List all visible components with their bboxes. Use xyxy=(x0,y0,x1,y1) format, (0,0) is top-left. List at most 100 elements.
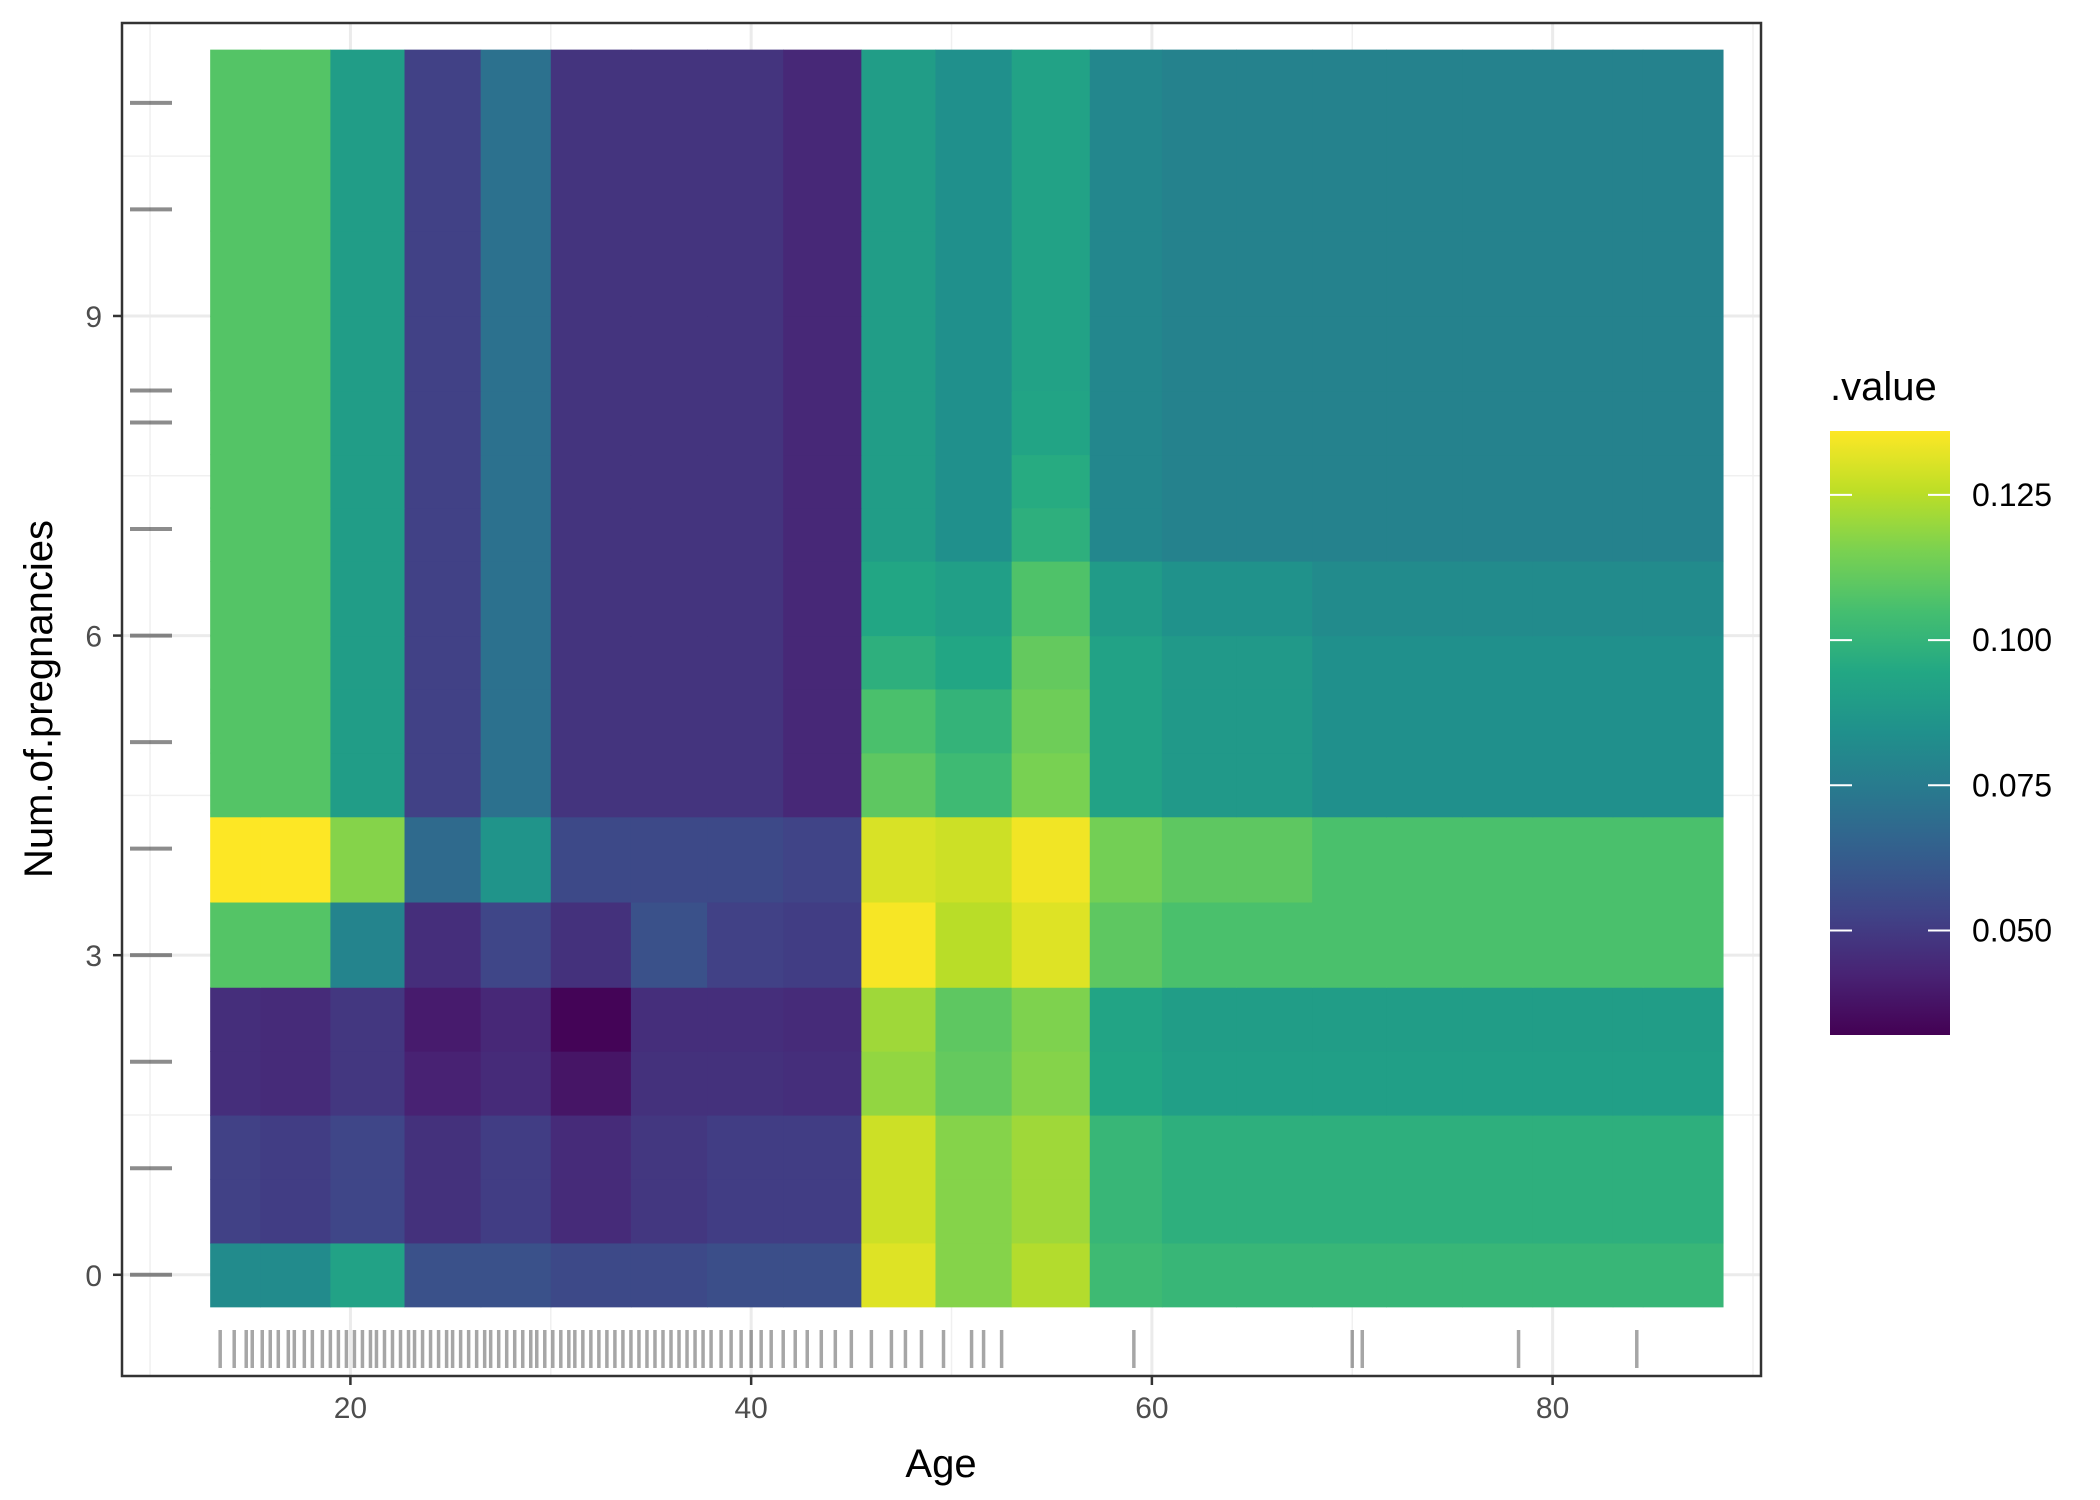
heatmap-tile xyxy=(707,816,784,903)
heatmap-tile xyxy=(1642,635,1724,690)
heatmap-tile xyxy=(783,454,862,509)
heatmap-tile xyxy=(480,901,552,988)
heatmap-tile xyxy=(1161,1114,1237,1180)
heatmap-tile xyxy=(1462,752,1534,818)
heatmap-tile xyxy=(783,635,862,690)
heatmap-tile xyxy=(1089,901,1163,988)
heatmap-tile xyxy=(550,390,632,456)
heatmap-tile xyxy=(935,1242,1013,1308)
heatmap-tile xyxy=(1312,230,1387,317)
heatmap-tile xyxy=(1011,901,1091,988)
heatmap-tile xyxy=(550,507,632,562)
heatmap-tile xyxy=(1011,561,1091,637)
heatmap-tile xyxy=(1011,635,1091,690)
heatmap-tile xyxy=(550,1178,632,1244)
heatmap-tile xyxy=(1612,1051,1644,1116)
heatmap-tile xyxy=(1532,688,1614,754)
heatmap-tile xyxy=(861,454,937,509)
heatmap-tile xyxy=(707,635,784,690)
heatmap-tile xyxy=(404,454,482,509)
heatmap-tile xyxy=(260,1178,331,1244)
heatmap-tile xyxy=(550,752,632,818)
heatmap-tile xyxy=(861,752,937,818)
heatmap-tile xyxy=(1089,688,1163,754)
heatmap-tile xyxy=(1612,454,1644,509)
heatmap-tile xyxy=(1312,987,1387,1052)
heatmap-tile xyxy=(1462,1178,1534,1244)
heatmap-tile xyxy=(1462,454,1534,509)
heatmap-tile xyxy=(783,688,862,754)
heatmap-tile xyxy=(210,561,261,637)
heatmap-tile xyxy=(1161,390,1237,456)
heatmap-tile xyxy=(935,987,1013,1052)
heatmap-tile xyxy=(1161,454,1237,509)
heatmap-tile xyxy=(550,1242,632,1308)
heatmap-tile xyxy=(935,49,1013,232)
heatmap-tile xyxy=(260,752,331,818)
heatmap-tile xyxy=(1089,454,1163,509)
heatmap-tile xyxy=(1089,390,1163,456)
legend: .value 0.050 0.075 0.100 0.125 xyxy=(1830,365,2052,1035)
heatmap-tile xyxy=(1312,1178,1387,1244)
heatmap-tile xyxy=(480,49,552,232)
heatmap-tile xyxy=(260,454,331,509)
heatmap-tile xyxy=(1612,1178,1644,1244)
heatmap-tile xyxy=(1386,688,1464,754)
heatmap-tile xyxy=(1236,230,1313,317)
heatmap-tile xyxy=(1532,561,1614,637)
x-tick-label: 60 xyxy=(1135,1392,1168,1425)
heatmap-tile xyxy=(935,454,1013,509)
heatmap-tile xyxy=(330,688,406,754)
heatmap-tile xyxy=(1312,315,1387,392)
heatmap-tile xyxy=(1161,816,1237,903)
heatmap-tile xyxy=(707,752,784,818)
heatmap-tile xyxy=(1642,1051,1724,1116)
heatmap-tile xyxy=(630,688,708,754)
heatmap-tile xyxy=(260,49,331,232)
heatmap-tile xyxy=(550,1051,632,1116)
heatmap-tile xyxy=(935,315,1013,392)
heatmap-tile xyxy=(1642,230,1724,317)
heatmap-tile xyxy=(861,1178,937,1244)
heatmap-tile xyxy=(330,390,406,456)
heatmap-tile xyxy=(210,230,261,317)
heatmap-tile xyxy=(935,1114,1013,1180)
heatmap-tile xyxy=(1011,752,1091,818)
heatmap-tile xyxy=(260,816,331,903)
heatmap-tile xyxy=(550,49,632,232)
heatmap-tile xyxy=(1642,1114,1724,1180)
heatmap-tile xyxy=(861,230,937,317)
heatmap-tile xyxy=(1236,1114,1313,1180)
heatmap-tile xyxy=(260,561,331,637)
heatmap-tile xyxy=(707,688,784,754)
heatmap-tile xyxy=(1532,1051,1614,1116)
heatmap-tile xyxy=(1386,230,1464,317)
heatmap-tile xyxy=(404,390,482,456)
heatmap-tile xyxy=(1612,987,1644,1052)
heatmap-tile xyxy=(861,315,937,392)
heatmap-tile xyxy=(1011,1051,1091,1116)
heatmap-tile xyxy=(1161,688,1237,754)
heatmap-tile xyxy=(861,507,937,562)
heatmap-tile xyxy=(783,1242,862,1308)
heatmap-tile xyxy=(260,1051,331,1116)
heatmap-tile xyxy=(480,1114,552,1180)
heatmap-tile xyxy=(404,1178,482,1244)
heatmap-tile xyxy=(630,390,708,456)
heatmap-tile xyxy=(783,390,862,456)
heatmap-tile xyxy=(404,315,482,392)
heatmap-tile xyxy=(1011,1178,1091,1244)
heatmap-tile xyxy=(330,1114,406,1180)
heatmap-tile xyxy=(935,635,1013,690)
heatmap-tile xyxy=(404,901,482,988)
heatmap-tile xyxy=(480,454,552,509)
heatmap-tile xyxy=(1532,1178,1614,1244)
legend-tick-label: 0.075 xyxy=(1972,767,2052,803)
heatmap-tile xyxy=(1161,987,1237,1052)
heatmap-tile xyxy=(1532,1242,1614,1308)
heatmap-tile xyxy=(1011,230,1091,317)
heatmap-tile xyxy=(707,901,784,988)
heatmap-tile xyxy=(630,49,708,232)
heatmap-tile xyxy=(707,561,784,637)
heatmap-tile xyxy=(1089,635,1163,690)
